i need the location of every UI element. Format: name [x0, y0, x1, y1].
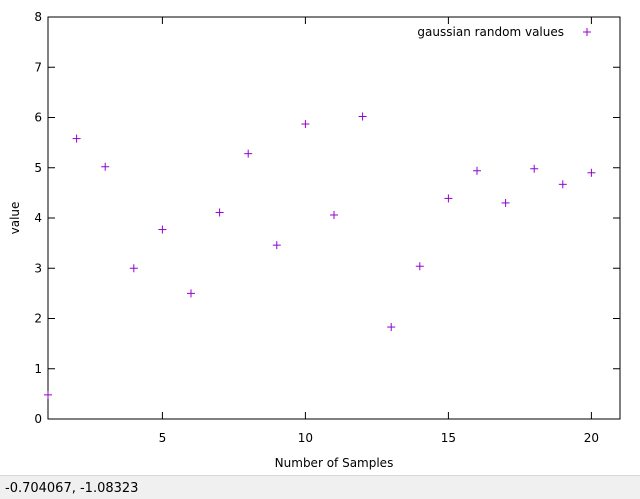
data-point	[215, 208, 224, 217]
data-point	[501, 198, 510, 207]
x-axis-label: Number of Samples	[275, 456, 394, 470]
data-point	[129, 264, 138, 273]
data-point	[358, 112, 367, 121]
y-axis-label: value	[8, 202, 22, 235]
data-point	[44, 390, 52, 399]
y-tick-label: 1	[34, 362, 42, 376]
y-tick-label: 8	[34, 10, 42, 24]
scatter-chart[interactable]: 0 1 2 3 4 5 6 7 8 5 10 15 20 Number of Samples value ga…	[0, 0, 640, 475]
status-bar: -0.704067, -1.08323	[0, 475, 640, 499]
data-point	[301, 120, 310, 129]
y-tick-label: 4	[34, 211, 42, 225]
y-tick-label: 2	[34, 312, 42, 326]
x-tick-label: 10	[298, 431, 313, 445]
x-tick-label: 5	[159, 431, 167, 445]
x-tick-label: 20	[584, 431, 599, 445]
legend-label: gaussian random values	[417, 25, 564, 39]
x-tick-label: 15	[441, 431, 456, 445]
cursor-coordinates: -0.704067, -1.08323	[5, 481, 139, 496]
data-point	[387, 323, 396, 332]
data-point	[444, 194, 453, 203]
data-point	[330, 210, 338, 219]
y-tick-label: 6	[34, 111, 42, 125]
data-point	[473, 166, 481, 175]
data-point	[587, 168, 596, 177]
data-point	[72, 134, 81, 143]
plot-area[interactable]: 0 1 2 3 4 5 6 7 8 5 10 15 20 Number of Samples value ga…	[0, 0, 640, 475]
y-tick-label: 0	[34, 412, 42, 426]
data-point	[558, 180, 567, 189]
data-point	[244, 149, 253, 158]
y-tick-label: 5	[34, 161, 42, 175]
data-point	[272, 241, 281, 250]
legend-marker	[583, 28, 591, 36]
y-tick-label: 3	[34, 261, 42, 275]
data-point	[187, 289, 195, 298]
data-point	[415, 262, 424, 271]
data-point	[101, 162, 110, 171]
y-tick-label: 7	[34, 60, 42, 74]
data-point	[158, 225, 167, 234]
data-point	[530, 164, 539, 173]
